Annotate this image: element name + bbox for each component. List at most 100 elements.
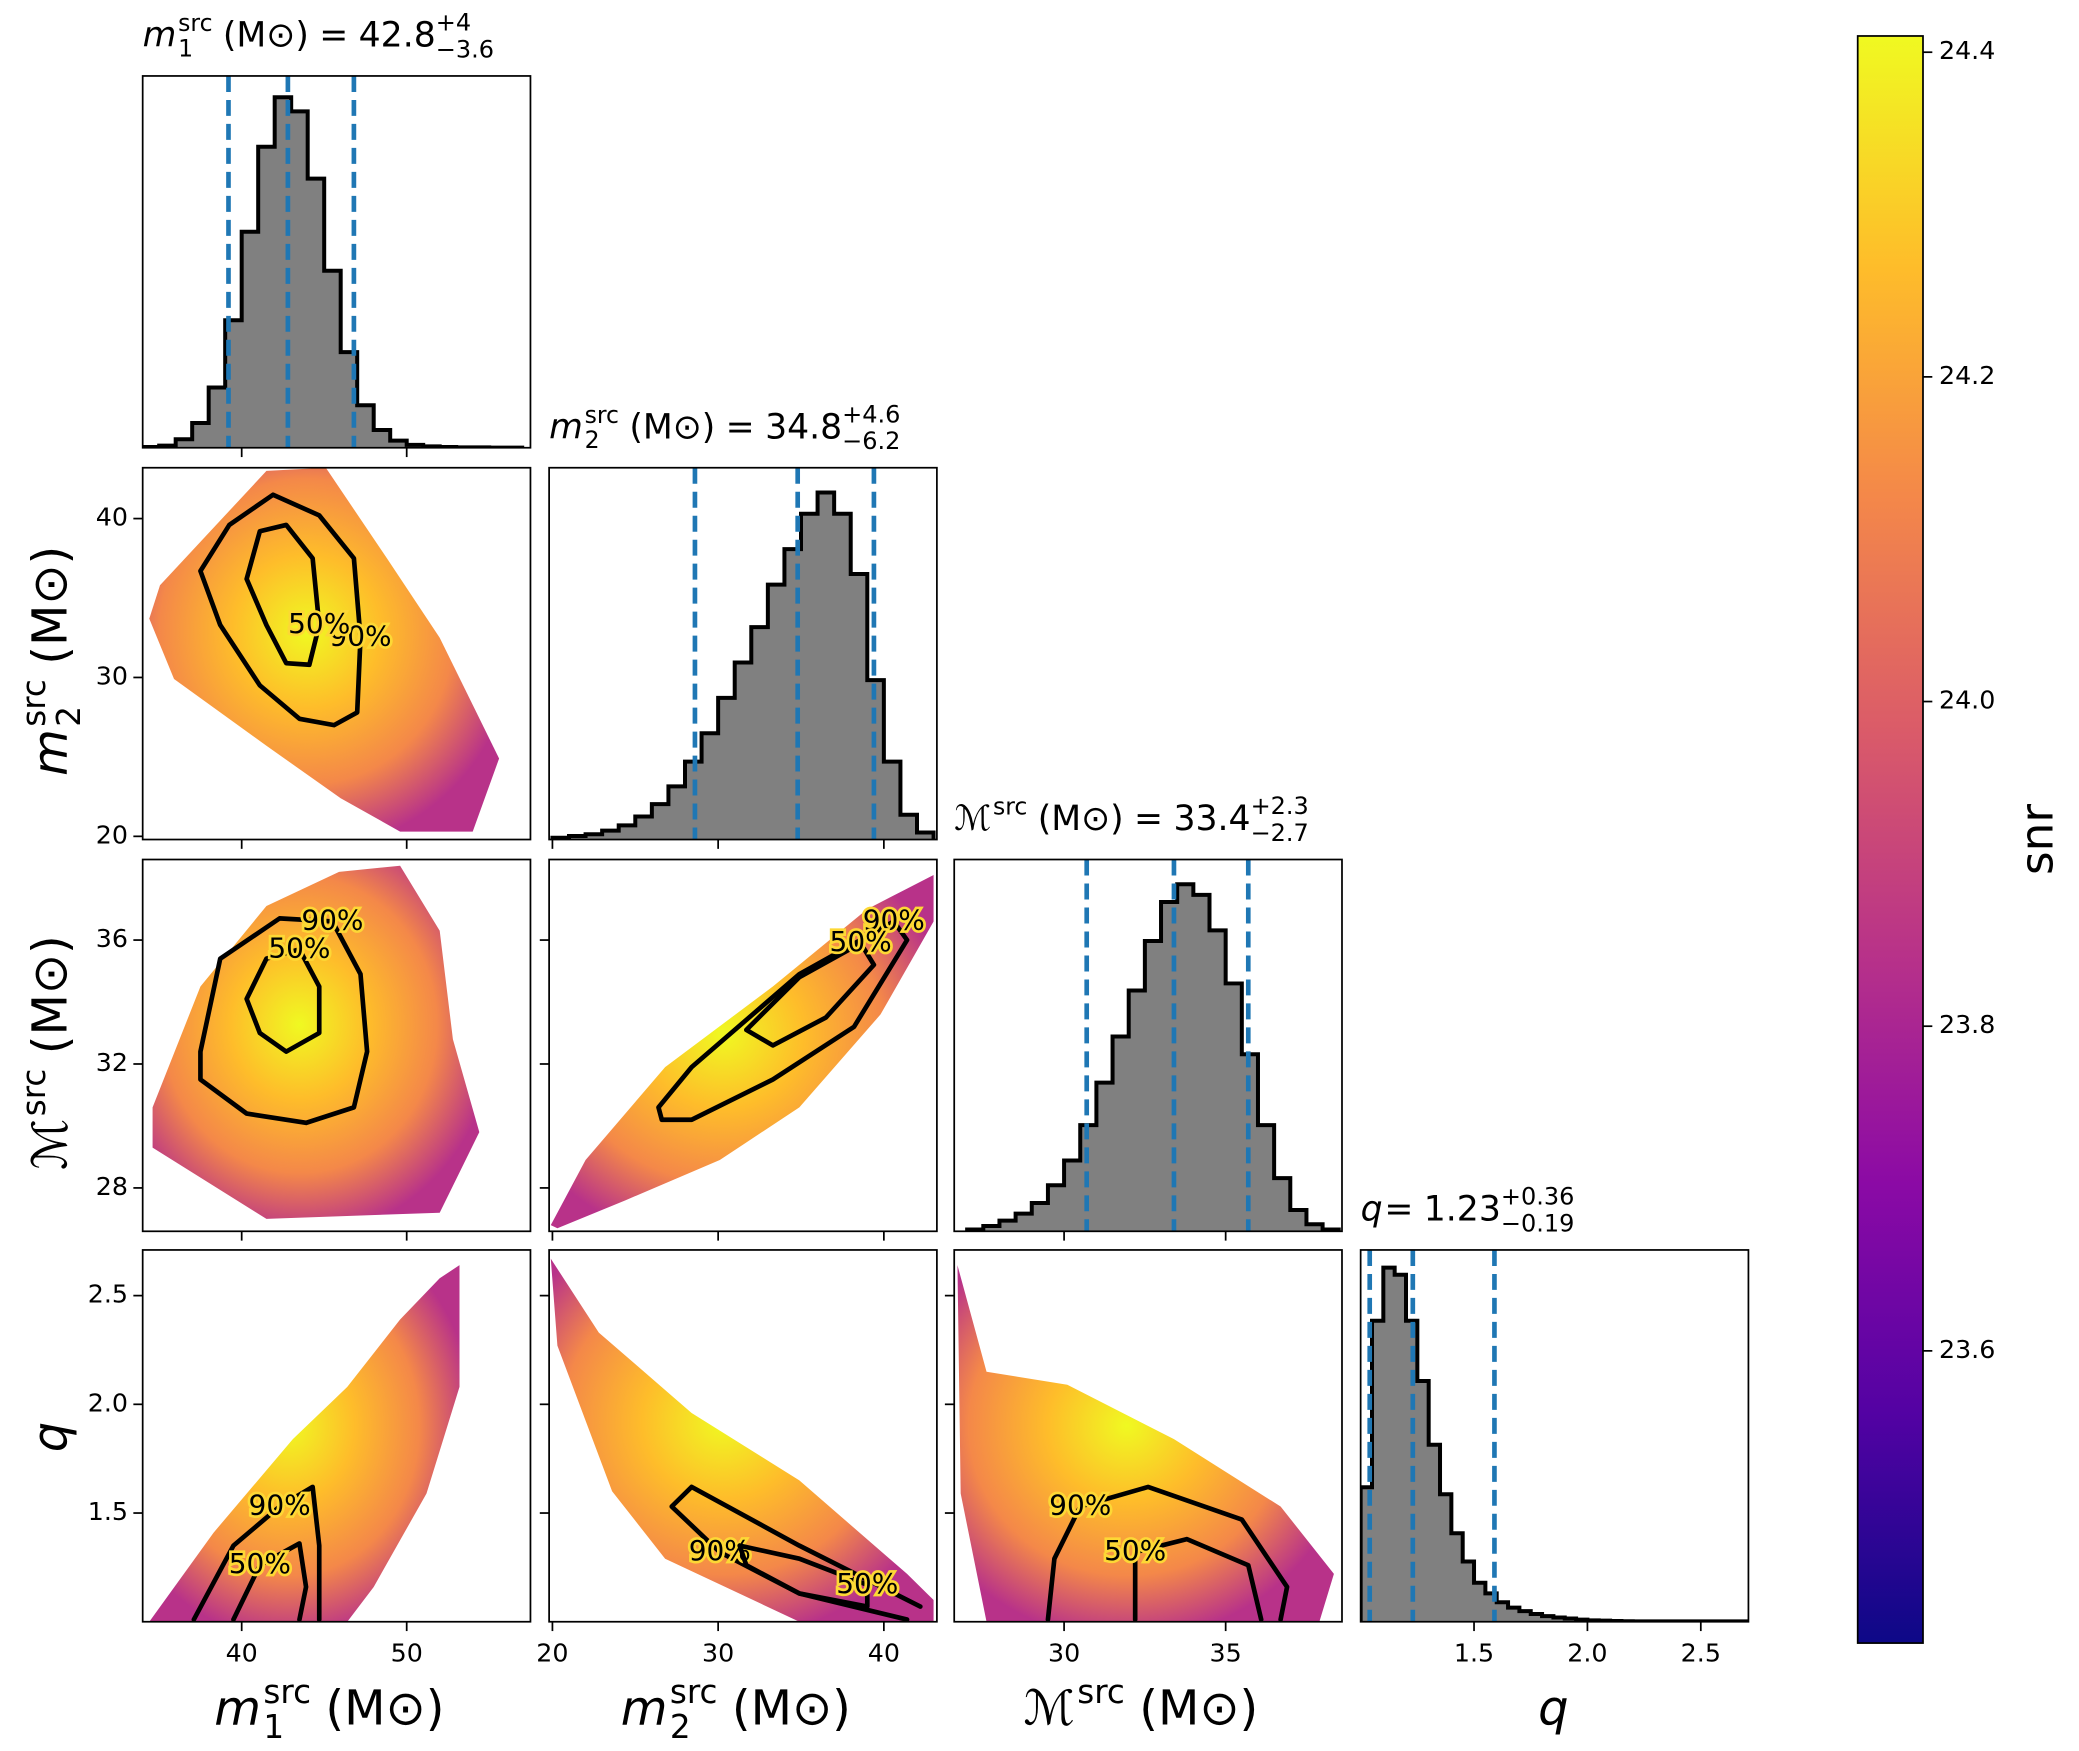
- y-tick-label: 28: [96, 1172, 128, 1201]
- symbol: q: [23, 1422, 79, 1452]
- lower-error: −2.7: [1251, 819, 1309, 847]
- y-tick-label: 40: [96, 503, 128, 532]
- hist-bar: [602, 830, 620, 840]
- colorbar-tick-label: 24.4: [1939, 36, 1995, 65]
- hist-bar: [668, 786, 686, 840]
- lower-error: −6.2: [842, 427, 900, 455]
- hist-bar: [175, 439, 193, 448]
- hist-bar: [1496, 1602, 1509, 1622]
- unit: (M⊙): [23, 546, 79, 665]
- subscript: 1: [263, 1708, 284, 1746]
- subscript: 2: [585, 426, 600, 454]
- contour-label: 90%: [249, 1489, 311, 1522]
- contour: [231, 1541, 309, 1622]
- hist-bar: [1064, 1160, 1081, 1232]
- upper-error: +4: [436, 9, 471, 37]
- histogram: [142, 75, 525, 448]
- histogram: [550, 467, 936, 840]
- hist-bar: [225, 320, 243, 448]
- contour: [1045, 1484, 1290, 1622]
- symbol: m: [23, 729, 79, 776]
- colorbar-tick-label: 24.0: [1939, 686, 1995, 715]
- median: 33.4: [1173, 799, 1250, 839]
- hist-bar: [1257, 1125, 1275, 1232]
- y-tick-label: 2.5: [88, 1280, 128, 1309]
- panel-frame: [953, 1249, 1343, 1623]
- superscript: src: [263, 1673, 311, 1711]
- contour: [743, 940, 877, 1048]
- unit: (M⊙): [1038, 799, 1124, 839]
- contour: [191, 1484, 322, 1622]
- panel-frame: [141, 1249, 532, 1623]
- panel-frame: [548, 1249, 938, 1623]
- contour: [244, 947, 322, 1054]
- x-axis-label: q: [1538, 1680, 1568, 1736]
- y-axis-label: q: [23, 1422, 79, 1452]
- x-tick-label: 20: [536, 1639, 568, 1668]
- hist-bar: [1128, 990, 1146, 1232]
- sample-cloud: [550, 875, 934, 1229]
- hist-bar: [850, 573, 868, 840]
- y-tick-label: 30: [96, 661, 128, 690]
- subscript: 2: [50, 706, 88, 727]
- hist-bar: [258, 146, 276, 448]
- hist-bar: [390, 440, 408, 448]
- hist-bar: [1451, 1533, 1464, 1622]
- panel-frame: [1359, 1249, 1750, 1623]
- contour-label: 90%: [301, 903, 363, 936]
- contour: [198, 916, 370, 1126]
- unit: (M⊙): [732, 1680, 851, 1736]
- superscript: src: [15, 679, 53, 727]
- contour-label: 90%: [863, 903, 925, 936]
- hist-bar: [307, 178, 325, 448]
- hist-bar: [373, 430, 391, 448]
- hist-bar: [751, 627, 769, 840]
- unit: (M⊙): [23, 935, 79, 1054]
- hist-bar: [1360, 1487, 1373, 1622]
- hist-bar: [208, 387, 226, 448]
- upper-error: +4.6: [842, 400, 900, 428]
- unit: (M⊙): [629, 407, 715, 447]
- x-tick-label: 1.5: [1454, 1639, 1494, 1668]
- hist-bar: [1508, 1607, 1520, 1622]
- hist-bar: [1474, 1582, 1486, 1622]
- hist-bar: [585, 834, 603, 840]
- panel-frame: [548, 858, 938, 1233]
- x-tick-label: 30: [702, 1639, 734, 1668]
- hist-bar: [1306, 1224, 1324, 1232]
- hist-bar: [1485, 1593, 1498, 1622]
- scatter-panel: 90%50%: [149, 467, 500, 832]
- superscript: src: [993, 793, 1027, 821]
- x-tick-label: 2.5: [1681, 1639, 1721, 1668]
- hist-bar: [734, 662, 752, 840]
- contour-label: 50%: [268, 931, 330, 964]
- colorbar-tick-label: 23.6: [1939, 1335, 1995, 1364]
- contour-label: 50%: [229, 1547, 291, 1580]
- hist-bar: [1112, 1036, 1130, 1232]
- superscript: src: [15, 1069, 53, 1117]
- hist-bar: [357, 405, 375, 448]
- sample-cloud: [152, 865, 480, 1219]
- symbol: ℳ: [1024, 1680, 1075, 1736]
- x-tick-label: 40: [226, 1639, 258, 1668]
- hist-bar: [817, 492, 835, 840]
- x-tick-label: 40: [868, 1639, 900, 1668]
- y-tick-label: 2.0: [88, 1388, 128, 1417]
- hist-bar: [651, 804, 669, 840]
- upper-error: +0.36: [1501, 1183, 1574, 1211]
- hist-bar: [324, 270, 342, 448]
- symbol: m: [143, 16, 177, 56]
- hist-bar: [1462, 1561, 1475, 1622]
- hist-bar: [1417, 1380, 1430, 1622]
- scatter-panel: 90%50%: [550, 875, 934, 1229]
- contour-label: 50%: [830, 925, 892, 958]
- symbol: ℳ: [23, 1119, 79, 1170]
- hist-bar: [1394, 1274, 1407, 1622]
- hist-bar: [701, 733, 719, 840]
- sample-cloud: [550, 1258, 934, 1622]
